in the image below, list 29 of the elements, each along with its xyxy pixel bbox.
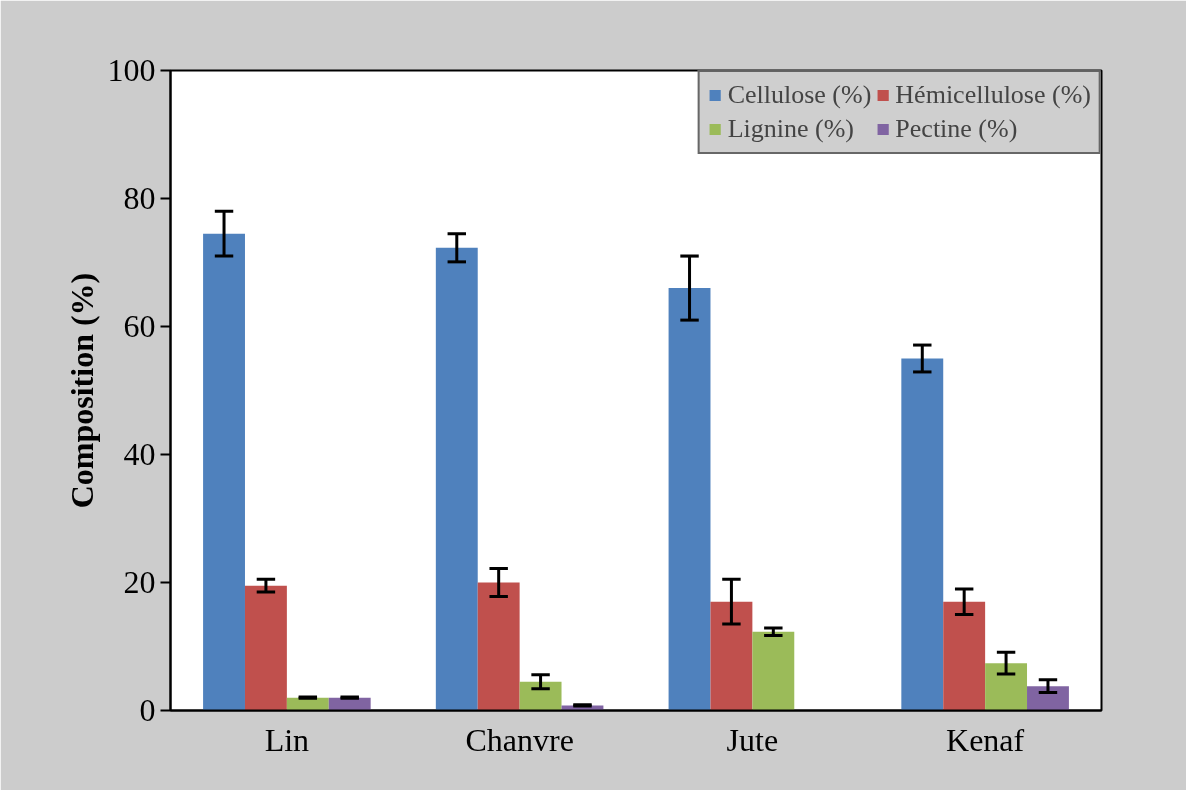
bar — [203, 233, 245, 711]
bar — [985, 663, 1028, 711]
bar — [901, 358, 944, 711]
bar — [1027, 686, 1069, 711]
bar — [477, 582, 520, 711]
y-tick-label: 40 — [123, 436, 156, 472]
y-tick-label: 80 — [123, 180, 156, 216]
x-tick-label: Kenaf — [946, 721, 1025, 758]
bar — [286, 697, 329, 711]
bar — [435, 247, 478, 711]
y-tick-label: 0 — [139, 692, 156, 728]
bar — [752, 631, 795, 711]
y-axis-title: Composition (%) — [63, 272, 100, 509]
x-tick-label: Jute — [726, 721, 779, 758]
y-tick-label: 20 — [123, 564, 156, 600]
bar — [244, 585, 287, 711]
x-tick-label: Chanvre — [465, 721, 574, 758]
bar — [710, 601, 753, 711]
bar — [328, 697, 371, 711]
bar — [668, 288, 711, 711]
y-tick-label: 60 — [123, 308, 156, 344]
y-tick-label: 100 — [107, 52, 156, 88]
legend-label: Pectine (%) — [895, 114, 1018, 144]
legend-label: Cellulose (%) — [727, 80, 872, 110]
bar — [943, 601, 986, 711]
legend-label: Lignine (%) — [727, 114, 854, 144]
bar — [519, 681, 562, 711]
x-tick-label: Lin — [264, 721, 310, 758]
legend-label: Hémicellulose (%) — [895, 80, 1091, 110]
